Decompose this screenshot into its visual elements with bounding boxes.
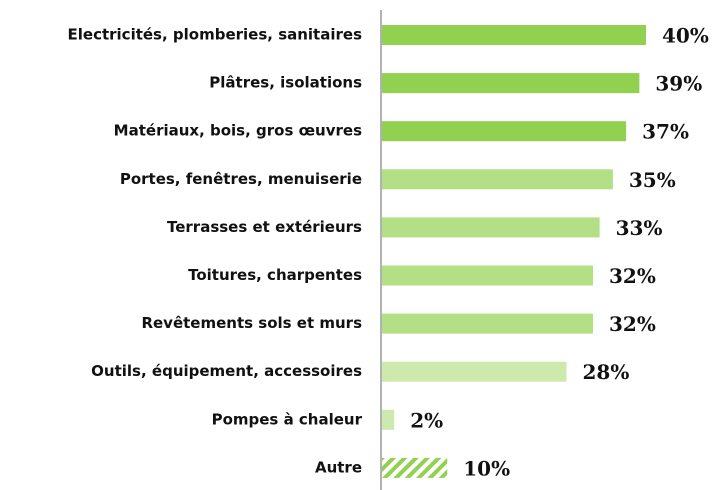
category-label: Electricités, plomberies, sanitaires [68, 26, 363, 44]
category-label: Outils, équipement, accessoires [91, 362, 362, 380]
value-label: 40% [662, 24, 709, 48]
bar [382, 313, 593, 334]
value-label: 28% [583, 360, 630, 384]
value-label: 39% [655, 72, 702, 96]
bar [382, 25, 646, 45]
bar [382, 409, 395, 430]
bar [382, 73, 640, 94]
bar [382, 361, 567, 382]
bar [382, 457, 448, 478]
category-label: Autre [315, 458, 362, 476]
category-label: Pompes à chaleur [212, 410, 363, 428]
value-label: 33% [616, 216, 663, 240]
category-label: Revêtements sols et murs [141, 314, 362, 332]
category-label: Plâtres, isolations [209, 74, 362, 92]
value-label: 2% [410, 408, 443, 432]
category-label: Terrasses et extérieurs [167, 218, 362, 236]
bar [382, 121, 627, 142]
value-label: 32% [609, 312, 656, 336]
value-label: 37% [642, 120, 689, 144]
bar [382, 217, 600, 238]
value-label: 32% [609, 264, 656, 288]
bar [382, 169, 613, 190]
category-label: Matériaux, bois, gros œuvres [114, 122, 362, 140]
category-label: Portes, fenêtres, menuiserie [120, 170, 362, 188]
value-label: 10% [463, 456, 510, 480]
value-label: 35% [629, 168, 676, 192]
category-label: Toitures, charpentes [188, 266, 362, 284]
bar [382, 265, 593, 286]
